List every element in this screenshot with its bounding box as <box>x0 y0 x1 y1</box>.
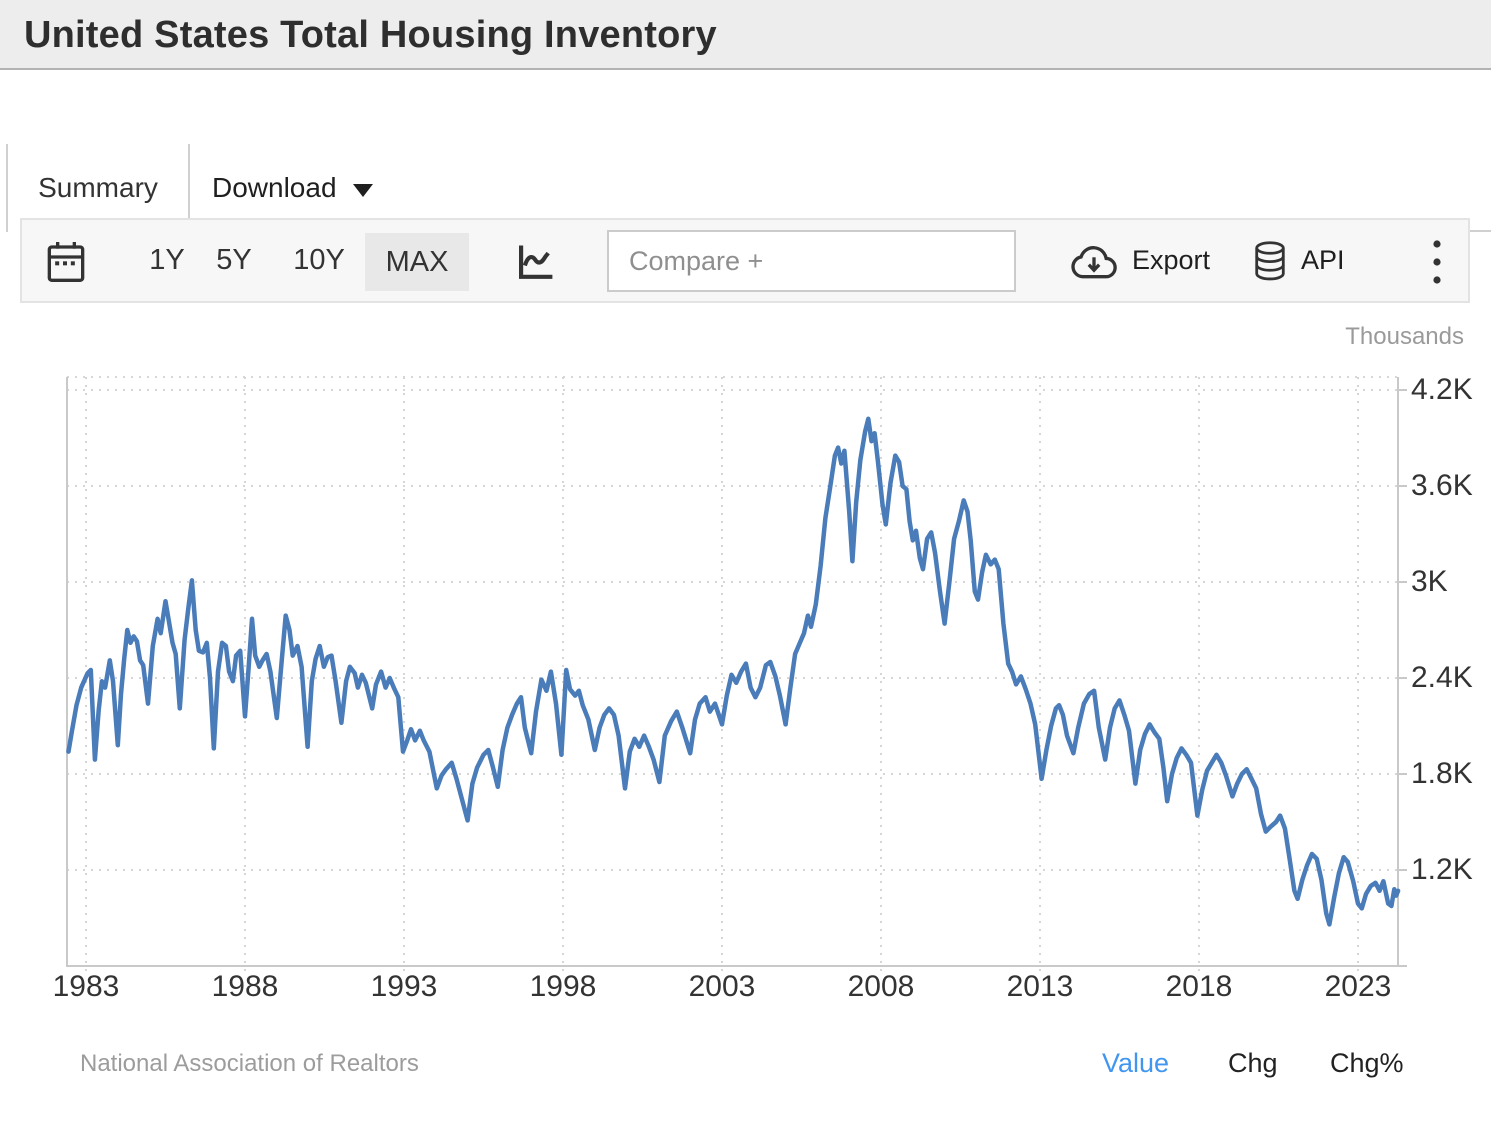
x-tick-label: 2008 <box>847 970 915 1003</box>
range-button-1y[interactable]: 1Y <box>149 220 184 301</box>
range-5y-label: 5Y <box>216 244 252 276</box>
axes <box>66 377 1407 967</box>
y-axis-unit-label: Thousands <box>1345 323 1464 350</box>
calendar-button[interactable] <box>46 240 86 289</box>
footer-link-value[interactable]: Value <box>1102 1048 1170 1078</box>
chart-type-button[interactable] <box>514 242 556 287</box>
y-tick-label: 1.8K <box>1411 757 1473 790</box>
kebab-menu-icon <box>1433 240 1441 284</box>
cloud-download-icon <box>1071 245 1117 278</box>
footer-link-chg[interactable]: Chg <box>1228 1048 1278 1078</box>
range-1y-label: 1Y <box>149 244 185 276</box>
x-tick-label: 2013 <box>1006 970 1074 1003</box>
page-header: United States Total Housing Inventory <box>0 0 1491 70</box>
export-label: Export <box>1132 245 1211 275</box>
source-label: National Association of Realtors <box>80 1050 419 1077</box>
x-tick-label: 2023 <box>1324 970 1392 1003</box>
compare-input[interactable] <box>607 230 1016 292</box>
tab-download-label: Download <box>212 172 337 203</box>
range-button-5y[interactable]: 5Y <box>216 220 251 301</box>
footer-link-chgpct[interactable]: Chg% <box>1330 1048 1404 1078</box>
y-tick-label: 1.2K <box>1411 853 1473 886</box>
range-10y-label: 10Y <box>293 244 345 276</box>
chart-area: Thousands 4.2K 3.6K 3K 2.4K 1.8K 1.2K 1983 198… <box>0 310 1491 1010</box>
x-tick-label: 1988 <box>211 970 279 1003</box>
x-tick-label: 1983 <box>52 970 120 1003</box>
chevron-down-icon <box>352 183 373 197</box>
y-tick-label: 2.4K <box>1411 661 1473 694</box>
calendar-icon <box>47 242 85 282</box>
export-button[interactable]: Export <box>1070 220 1210 301</box>
range-button-max[interactable]: MAX <box>365 233 469 291</box>
tab-summary-label: Summary <box>38 172 158 203</box>
tab-bar: Summary Download <box>0 72 1491 232</box>
page-title: United States Total Housing Inventory <box>24 14 717 56</box>
range-button-10y[interactable]: 10Y <box>293 220 345 301</box>
range-max-label: MAX <box>385 245 449 278</box>
api-button[interactable]: API <box>1253 220 1345 301</box>
x-tick-label: 2003 <box>688 970 756 1003</box>
inventory-line-series <box>66 416 1401 927</box>
more-options-button[interactable] <box>1429 236 1445 293</box>
database-icon <box>1255 240 1285 280</box>
tab-download[interactable]: Download <box>212 144 373 232</box>
line-chart-icon <box>519 245 553 279</box>
chart-toolbar: 1Y 5Y 10Y MAX Export <box>20 218 1470 303</box>
x-tick-label: 2018 <box>1165 970 1233 1003</box>
tab-summary[interactable]: Summary <box>6 144 190 232</box>
api-label: API <box>1301 245 1345 275</box>
x-tick-label: 1993 <box>370 970 438 1003</box>
x-tick-label: 1998 <box>529 970 597 1003</box>
y-tick-label: 3K <box>1411 565 1448 598</box>
y-tick-label: 4.2K <box>1411 373 1473 406</box>
housing-inventory-chart[interactable] <box>0 310 1491 1010</box>
y-tick-label: 3.6K <box>1411 469 1473 502</box>
